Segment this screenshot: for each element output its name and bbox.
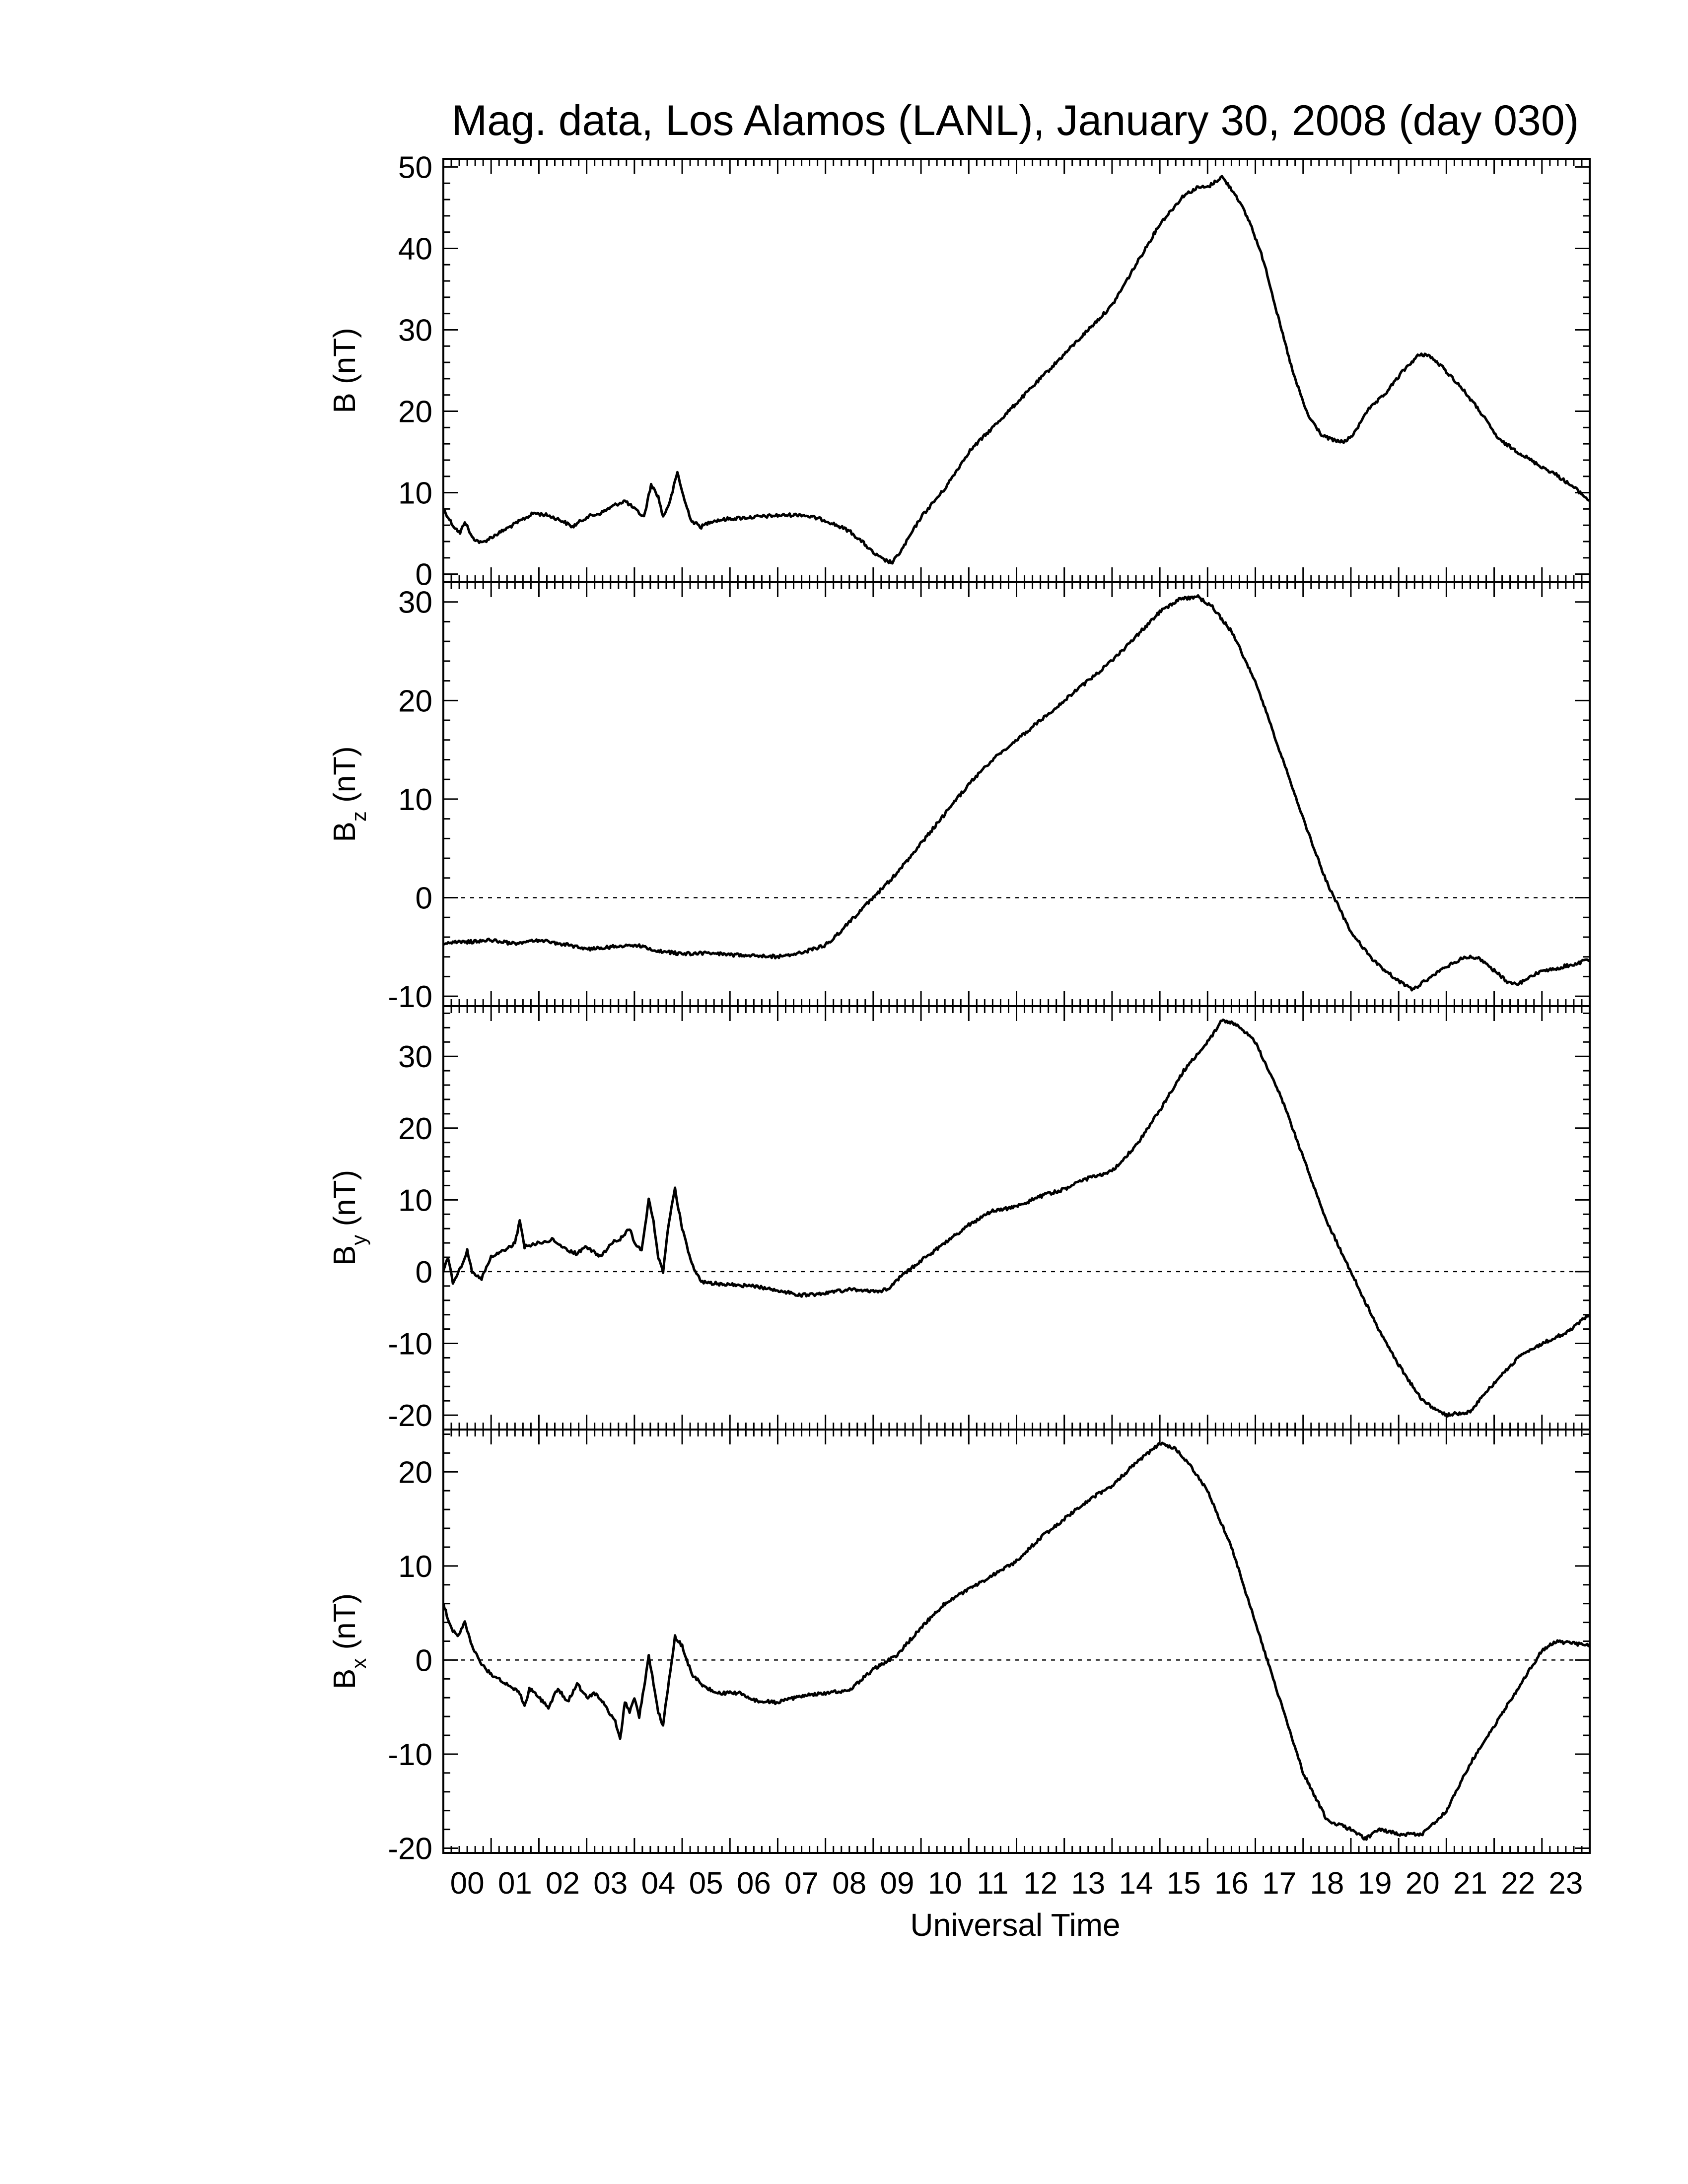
y-tick-label: 0 (416, 558, 432, 592)
x-tick-label: 10 (928, 1866, 962, 1901)
x-axis-label: Universal Time (910, 1907, 1120, 1943)
y-tick-label: 10 (398, 1550, 432, 1584)
x-tick-label: 17 (1262, 1866, 1296, 1901)
panel-2: -20 -10 0 10 20 30 By (nT) (328, 1005, 1591, 1433)
x-tick-label: 03 (593, 1866, 628, 1901)
y-tick-label: 0 (416, 882, 432, 916)
x-tick-label: 08 (832, 1866, 866, 1901)
y-tick-label: -10 (388, 1327, 432, 1362)
y-axis-label-unit: (nT) (328, 1170, 362, 1235)
y-axis-label-main: B (328, 1245, 362, 1266)
y-tick-label: 20 (398, 1112, 432, 1146)
data-series-line (443, 594, 1591, 992)
x-tick-label: 13 (1071, 1866, 1105, 1901)
y-axis-label: B (nT) (328, 328, 362, 413)
y-tick-label: 20 (398, 684, 432, 718)
y-tick-label: 50 (398, 150, 432, 185)
x-tick-label: 07 (784, 1866, 819, 1901)
x-tick-label: 16 (1214, 1866, 1249, 1901)
x-tick-label: 22 (1501, 1866, 1535, 1901)
y-tick-label: 0 (416, 1643, 432, 1678)
y-axis-label-sub: y (347, 1235, 370, 1245)
y-tick-label: 10 (398, 1183, 432, 1218)
x-tick-label: 00 (450, 1866, 485, 1901)
panel-frame (442, 158, 1591, 583)
y-axis-label: Bx (nT) (328, 1593, 370, 1689)
x-tick-label: 04 (641, 1866, 675, 1901)
y-axis-label-unit: (nT) (328, 328, 362, 393)
x-tick-label: 12 (1023, 1866, 1057, 1901)
data-series-line (442, 1019, 1591, 1418)
y-tick-label: -20 (388, 1832, 432, 1866)
panel-frame (442, 1005, 1591, 1431)
y-tick-label: 30 (398, 586, 432, 620)
x-tick-label: 19 (1358, 1866, 1392, 1901)
x-tick-label: 09 (880, 1866, 914, 1901)
y-tick-label: 40 (398, 232, 432, 266)
y-tick-label: 20 (398, 395, 432, 429)
y-tick-label: -10 (388, 980, 432, 1014)
x-tick-label: 01 (498, 1866, 532, 1901)
y-tick-label: -10 (388, 1738, 432, 1772)
y-axis-label-sub: x (347, 1658, 370, 1669)
y-tick-label: -20 (388, 1399, 432, 1433)
y-tick-label: 30 (398, 1040, 432, 1074)
y-tick-label: 10 (398, 477, 432, 511)
panel-frame (442, 581, 1591, 1007)
x-tick-label: 23 (1548, 1866, 1583, 1901)
y-axis-label: By (nT) (328, 1170, 370, 1266)
panel-1: -10 0 10 20 30 Bz (nT) (328, 581, 1591, 1014)
y-axis-label-sub: z (347, 811, 370, 821)
y-tick-label: 0 (416, 1255, 432, 1290)
x-tick-label: 02 (546, 1866, 580, 1901)
y-axis-label-unit: (nT) (328, 1593, 362, 1658)
y-axis-label-main: B (328, 1669, 362, 1689)
y-tick-label: 30 (398, 313, 432, 347)
x-tick-label: 15 (1167, 1866, 1201, 1901)
panel-0: 0 10 20 30 40 50 B (nT) (328, 150, 1591, 592)
x-tick-label: 14 (1119, 1866, 1153, 1901)
x-tick-label: 20 (1406, 1866, 1440, 1901)
y-tick-label: 20 (398, 1455, 432, 1490)
y-axis-label-main: B (328, 821, 362, 842)
data-series-line (442, 175, 1590, 565)
panel-3: -20 -10 0 10 20 Bx (nT) (328, 1429, 1591, 1866)
data-series-line (442, 1441, 1590, 1841)
panel-frame (442, 1429, 1591, 1854)
chart-title: Mag. data, Los Alamos (LANL), January 30… (452, 97, 1579, 144)
y-axis-label: Bz (nT) (328, 746, 370, 842)
x-tick-label: 21 (1453, 1866, 1487, 1901)
y-tick-label: 10 (398, 783, 432, 817)
x-tick-label: 06 (737, 1866, 771, 1901)
x-tick-label: 05 (689, 1866, 723, 1901)
x-tick-label: 18 (1310, 1866, 1344, 1901)
y-axis-label-main: B (328, 393, 362, 413)
x-tick-labels: 00 01 02 03 04 05 06 07 08 09 10 11 12 13 14 15 16 17 18 19… (450, 1866, 1583, 1901)
y-axis-label-unit: (nT) (328, 746, 362, 811)
panels-group: 0 10 20 30 40 50 B (nT) -10 0 10 20 30 Bz (nT) -20 -10… (328, 150, 1591, 1866)
x-tick-label: 11 (977, 1866, 1008, 1901)
